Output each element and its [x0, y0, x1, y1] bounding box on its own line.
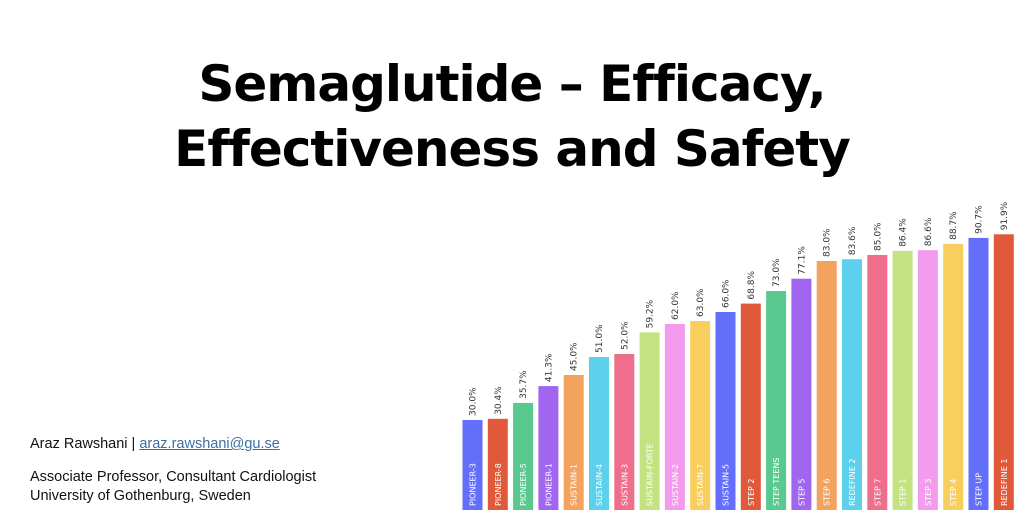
category-label-sustain-2: SUSTAIN-2	[671, 464, 680, 506]
data-label-sustain-3: 52.0%	[620, 321, 630, 350]
data-label-pioneer-8: 30.4%	[494, 386, 504, 415]
data-label-redefine-2: 83.6%	[848, 226, 858, 255]
data-label-sustain-4: 51.0%	[595, 324, 605, 353]
category-label-pioneer-5: PIONEER-5	[519, 463, 528, 506]
bar-sustain-4	[589, 357, 609, 510]
category-label-sustain-4: SUSTAIN-4	[595, 464, 604, 506]
data-label-sustain-1: 45.0%	[570, 342, 580, 371]
category-label-redefine-2: REDEFINE 2	[848, 459, 857, 506]
data-label-step-up: 90.7%	[975, 205, 985, 234]
bar-redefine-1	[993, 234, 1014, 511]
category-label-step-4: STEP 4	[949, 479, 958, 506]
data-label-sustain-7: 63.0%	[696, 288, 706, 317]
data-label-step-2: 68.8%	[747, 271, 757, 300]
data-label-pioneer-5: 35.7%	[519, 370, 529, 399]
data-label-step-3: 86.6%	[924, 217, 934, 246]
category-label-sustain-5: SUSTAIN-5	[722, 464, 731, 506]
category-label-step-3: STEP 3	[924, 479, 933, 506]
bar-step-4	[943, 243, 964, 510]
author-affiliation: University of Gothenburg, Sweden	[30, 488, 251, 504]
category-label-sustain-3: SUSTAIN-3	[620, 464, 629, 506]
category-label-step-2: STEP 2	[747, 479, 756, 506]
author-credentials: Associate Professor, Consultant Cardiolo…	[30, 468, 316, 506]
category-label-pioneer-3: PIONEER-3	[469, 463, 478, 506]
data-label-step-5: 77.1%	[797, 246, 807, 275]
author-email-link[interactable]: araz.rawshani@gu.se	[139, 436, 280, 452]
slide-title: Semaglutide – Efficacy, Effectiveness an…	[0, 52, 1024, 182]
bar-sustain-5	[715, 312, 736, 510]
bar-step-up	[968, 237, 989, 510]
data-label-sustain-forte: 59.2%	[646, 299, 656, 328]
category-label-redefine-1: REDEFINE 1	[1000, 459, 1009, 506]
data-label-pioneer-3: 30.0%	[469, 387, 479, 416]
category-label-step-6: STEP 6	[823, 479, 832, 506]
bar-pioneer-1	[538, 386, 559, 510]
bar-step-teens	[766, 291, 787, 510]
category-label-step-7: STEP 7	[873, 479, 882, 506]
title-line-2: Effectiveness and Safety	[174, 120, 851, 178]
author-separator: |	[127, 436, 140, 452]
author-role: Associate Professor, Consultant Cardiolo…	[30, 469, 317, 485]
bar-step-1	[892, 250, 913, 511]
bar-step-6	[816, 261, 837, 510]
bar-sustain-1	[563, 375, 584, 510]
bar-step-3	[917, 250, 938, 510]
bar-sustain-7	[690, 321, 711, 510]
bar-redefine-2	[842, 259, 862, 510]
category-label-step-teens: STEP TEENS	[772, 458, 781, 506]
data-label-pioneer-1: 41.3%	[544, 353, 554, 382]
category-label-step-5: STEP 5	[797, 479, 806, 506]
category-label-sustain-1: SUSTAIN-1	[570, 464, 579, 506]
category-label-sustain-7: SUSTAIN-7	[696, 464, 705, 506]
category-label-sustain-forte: SUSTAIN-FORTE	[646, 443, 655, 506]
data-label-step-4: 88.7%	[949, 211, 959, 240]
author-line: Araz Rawshani | araz.rawshani@gu.se	[30, 436, 280, 452]
author-name: Araz Rawshani	[30, 436, 128, 452]
category-label-pioneer-1: PIONEER-1	[544, 463, 553, 506]
category-label-pioneer-8: PIONEER-8	[494, 463, 503, 506]
bar-step-2	[740, 303, 761, 510]
data-label-step-1: 86.4%	[899, 218, 909, 247]
bar-sustain-3	[614, 354, 635, 510]
data-label-step-teens: 73.0%	[772, 258, 782, 287]
data-label-sustain-5: 66.0%	[722, 279, 732, 308]
data-label-step-7: 85.0%	[873, 222, 883, 251]
bar-step-7	[867, 255, 888, 510]
data-label-sustain-2: 62.0%	[671, 291, 681, 320]
bar-sustain-forte	[639, 332, 660, 510]
bar-sustain-2	[664, 324, 685, 510]
category-label-step-1: STEP 1	[899, 479, 908, 506]
bar-pioneer-3	[462, 420, 483, 510]
title-line-1: Semaglutide – Efficacy,	[198, 55, 826, 113]
bar-pioneer-5	[513, 402, 534, 510]
data-label-redefine-1: 91.9%	[1000, 201, 1010, 230]
bar-step-5	[791, 278, 812, 510]
data-label-step-6: 83.0%	[823, 228, 833, 257]
bar-pioneer-8	[487, 418, 508, 510]
category-label-step-up: STEP UP	[975, 473, 984, 506]
